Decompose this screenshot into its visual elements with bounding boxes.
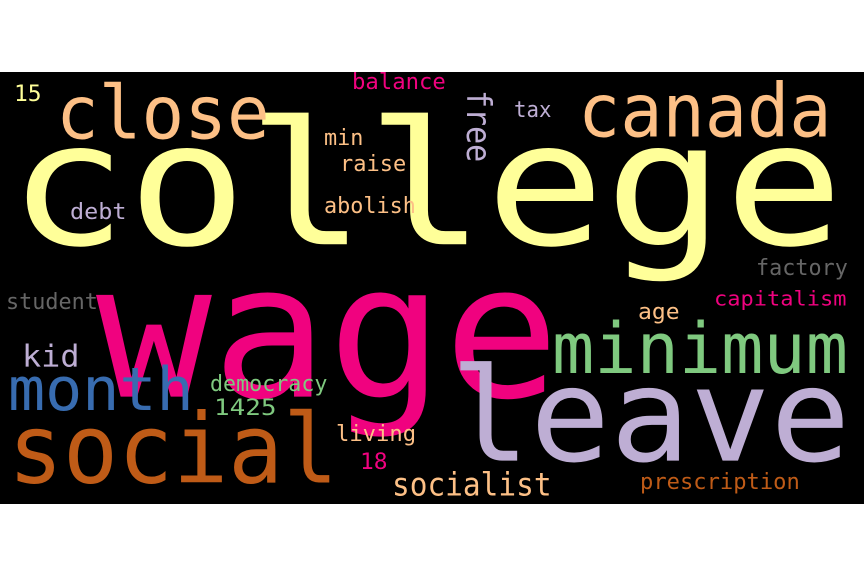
word-age: age — [638, 299, 680, 326]
word-kid: kid — [22, 338, 80, 375]
word-raise: raise — [340, 151, 407, 178]
word-cloud-canvas: college wage leave social canada close m… — [0, 72, 864, 504]
word-democracy: democracy — [210, 371, 328, 398]
word-capitalism: capitalism — [714, 287, 847, 312]
word-18: 18 — [360, 449, 388, 476]
word-leave: leave — [450, 340, 851, 493]
word-prescription: prescription — [640, 469, 800, 496]
word-balance: balance — [352, 72, 446, 96]
word-min: min — [324, 125, 364, 152]
word-close: close — [56, 72, 270, 156]
word-college: college — [8, 85, 844, 286]
word-social: social — [8, 393, 339, 504]
word-tax: tax — [514, 97, 552, 124]
word-factory: factory — [756, 255, 848, 282]
word-month: month — [8, 355, 194, 425]
word-1425: 1425 — [214, 395, 277, 422]
word-student: student — [6, 289, 98, 316]
word-minimum: minimum — [552, 308, 849, 390]
word-free: free — [457, 90, 498, 163]
word-living: living — [336, 421, 417, 448]
word-debt: debt — [70, 199, 127, 226]
word-abolish: abolish — [324, 193, 416, 220]
word-15: 15 — [14, 81, 42, 108]
word-canada: canada — [578, 72, 832, 154]
word-socialist: socialist — [392, 466, 552, 504]
word-wage: wage — [96, 224, 560, 441]
